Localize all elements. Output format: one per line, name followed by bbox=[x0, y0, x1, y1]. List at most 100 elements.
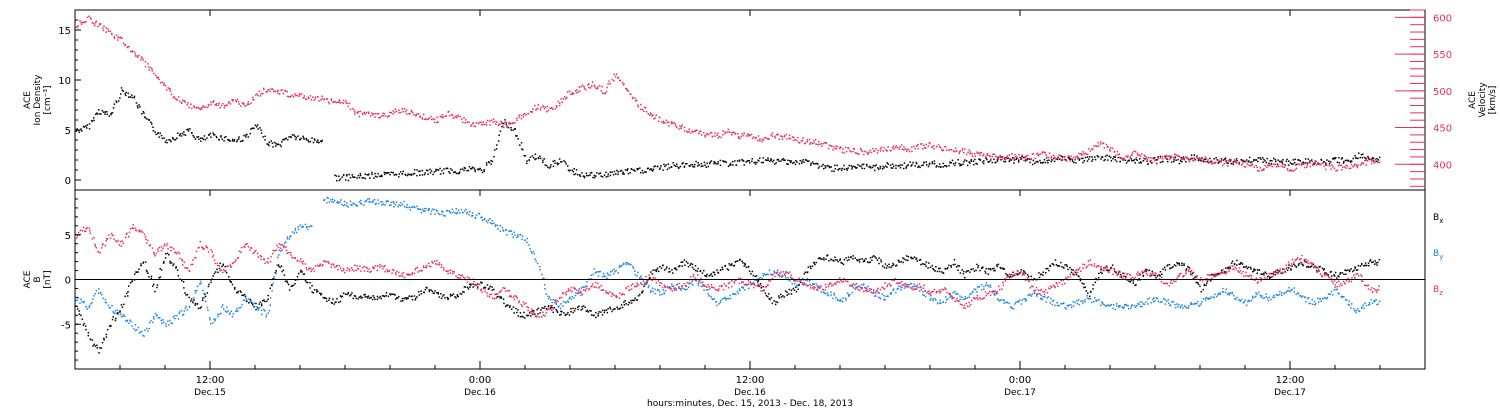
data-point bbox=[1151, 270, 1153, 273]
data-point bbox=[985, 157, 987, 159]
data-point bbox=[1268, 162, 1270, 165]
data-point bbox=[621, 81, 624, 84]
data-point bbox=[1135, 156, 1138, 159]
data-point bbox=[1015, 156, 1017, 158]
data-point bbox=[616, 306, 618, 308]
data-point bbox=[1361, 263, 1363, 265]
data-point bbox=[233, 140, 235, 142]
data-point bbox=[1350, 307, 1352, 309]
data-point bbox=[1265, 295, 1268, 298]
data-point bbox=[1118, 306, 1120, 308]
data-point bbox=[573, 168, 575, 170]
data-point bbox=[952, 291, 954, 294]
data-point bbox=[324, 297, 326, 299]
data-point bbox=[566, 91, 569, 93]
data-point bbox=[1041, 298, 1044, 301]
data-point bbox=[1059, 157, 1061, 160]
data-point bbox=[767, 295, 769, 298]
data-point bbox=[1079, 153, 1082, 155]
data-point bbox=[477, 168, 480, 171]
data-point bbox=[502, 298, 505, 300]
data-point bbox=[886, 166, 888, 168]
data-point bbox=[922, 294, 924, 296]
data-point bbox=[683, 259, 686, 261]
data-point bbox=[113, 37, 116, 40]
data-point bbox=[75, 26, 77, 28]
data-point bbox=[581, 306, 583, 308]
data-point bbox=[1149, 160, 1151, 162]
data-point bbox=[869, 257, 872, 259]
data-point bbox=[300, 258, 302, 260]
data-point bbox=[1086, 153, 1089, 156]
data-point bbox=[1348, 167, 1350, 170]
data-point bbox=[107, 304, 110, 307]
data-point bbox=[198, 246, 200, 249]
data-point bbox=[1277, 165, 1280, 168]
data-point bbox=[631, 97, 634, 100]
data-point bbox=[1269, 277, 1271, 279]
data-point bbox=[670, 166, 673, 168]
data-point bbox=[463, 117, 465, 119]
data-point bbox=[1054, 259, 1057, 261]
data-point bbox=[401, 297, 404, 300]
data-point bbox=[347, 206, 349, 208]
data-point bbox=[936, 165, 938, 167]
data-point bbox=[668, 121, 670, 123]
data-point bbox=[194, 256, 196, 259]
data-point bbox=[299, 260, 301, 262]
data-point bbox=[245, 104, 248, 107]
data-point bbox=[1210, 162, 1213, 165]
data-point bbox=[1292, 163, 1294, 165]
data-point bbox=[591, 85, 593, 87]
data-point bbox=[1341, 295, 1344, 298]
data-point bbox=[726, 268, 729, 270]
data-point bbox=[103, 339, 105, 341]
data-point bbox=[822, 291, 825, 293]
data-point bbox=[95, 20, 97, 23]
data-point bbox=[1123, 306, 1125, 308]
data-point bbox=[200, 140, 202, 142]
data-point bbox=[342, 267, 345, 270]
data-point bbox=[950, 149, 953, 151]
data-point bbox=[599, 85, 601, 87]
data-point bbox=[795, 139, 798, 142]
data-point bbox=[435, 263, 437, 265]
data-point bbox=[1000, 299, 1002, 301]
data-point bbox=[425, 118, 427, 120]
data-point bbox=[126, 292, 128, 295]
data-point bbox=[455, 297, 457, 299]
data-point bbox=[1183, 264, 1185, 267]
data-point bbox=[1170, 161, 1173, 163]
data-point bbox=[125, 91, 128, 94]
data-point bbox=[358, 296, 360, 298]
data-point bbox=[1236, 264, 1238, 266]
data-point bbox=[1003, 302, 1005, 304]
data-point bbox=[602, 272, 605, 275]
data-point bbox=[874, 165, 876, 167]
data-point bbox=[849, 294, 851, 296]
data-point bbox=[607, 173, 609, 175]
data-point bbox=[174, 97, 177, 100]
data-point bbox=[387, 200, 389, 202]
data-point bbox=[1359, 265, 1362, 267]
data-point bbox=[1177, 306, 1179, 308]
data-point bbox=[1187, 307, 1190, 309]
data-point bbox=[853, 148, 856, 150]
data-point bbox=[1129, 156, 1131, 159]
data-point bbox=[121, 89, 124, 92]
data-point bbox=[1235, 158, 1238, 160]
data-point bbox=[109, 307, 111, 309]
data-point bbox=[538, 265, 541, 268]
data-point bbox=[244, 246, 246, 248]
data-point bbox=[1303, 259, 1306, 262]
data-point bbox=[1024, 160, 1027, 162]
data-point bbox=[94, 243, 96, 246]
data-point bbox=[496, 224, 499, 227]
data-point bbox=[272, 252, 274, 255]
data-point bbox=[1289, 162, 1292, 164]
data-point bbox=[975, 162, 977, 165]
data-point bbox=[1271, 272, 1273, 275]
data-point bbox=[1332, 158, 1335, 160]
data-point bbox=[668, 167, 671, 169]
data-point bbox=[1293, 263, 1295, 265]
